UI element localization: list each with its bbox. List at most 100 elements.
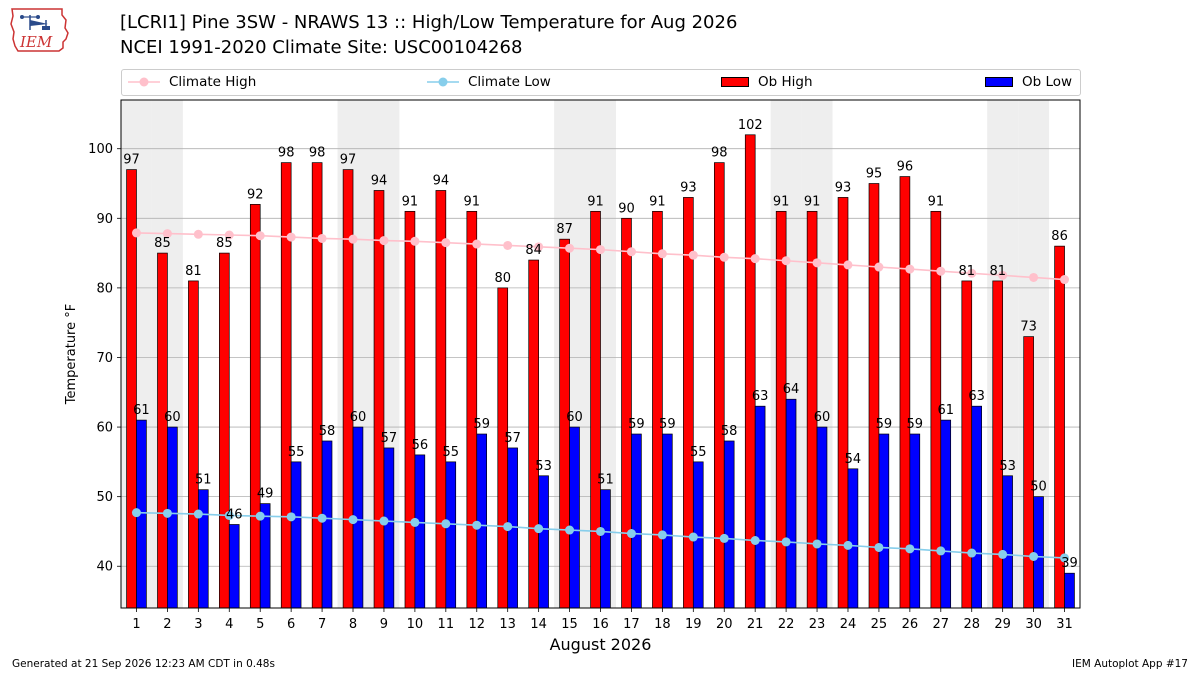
legend-label-ob-high: Ob High [758,74,813,90]
ob-high-bar [713,162,725,609]
ob-high-bar [466,210,478,609]
climate-high-point [874,262,884,272]
x-tick-label: 17 [623,617,640,632]
x-tick-label: 22 [778,617,795,632]
ob-high-bar [961,280,973,609]
shaded-day-band [585,100,616,608]
ob-low-bar [569,426,580,609]
x-tick-label: 10 [407,617,424,632]
x-tick-label: 28 [963,617,980,632]
logo-text: IEM [19,33,53,51]
ob-high-value-label: 81 [989,264,1006,279]
climate-low-point [348,515,358,525]
climate-low-point [843,540,853,550]
climate-high-point [255,231,265,241]
ob-low-bar [321,440,333,609]
ob-high-value-label: 85 [216,236,233,251]
ob-high-bar [775,210,787,609]
x-tick-label: 20 [716,617,733,632]
y-tick-label: 40 [96,560,113,575]
x-tick-label: 24 [840,617,857,632]
x-axis-label: August 2026 [550,635,652,654]
legend-label-ob-low: Ob Low [1022,74,1073,90]
climate-low-line-icon [427,77,459,87]
climate-low-point [131,508,141,518]
climate-low-point [1060,553,1070,563]
ob-low-bar [847,468,859,609]
legend-label-climate-low: Climate Low [468,74,551,90]
iem-logo: IEM [10,8,69,52]
shaded-day-band [1018,100,1050,608]
ob-high-value-label: 91 [402,194,419,209]
climate-low-point [410,517,420,527]
ob-low-value-label: 46 [226,507,243,522]
shaded-day-band [801,100,833,608]
ob-low-value-label: 53 [999,459,1016,474]
ob-low-bar [909,433,921,609]
shaded-day-band [554,100,586,608]
climate-high-point [596,245,605,255]
climate-high-point [843,260,853,270]
ob-high-value-label: 98 [309,146,326,161]
climate-low-point [596,526,605,536]
ob-high-bar [311,162,323,609]
climate-high-point [472,239,482,249]
ob-low-bar [971,405,982,609]
y-tick-label: 90 [96,212,113,227]
ob-high-bar [188,280,199,609]
ob-low-bar [476,433,488,609]
ob-high-bar [280,162,292,609]
ob-high-bar [652,210,663,609]
x-tick-label: 31 [1056,617,1073,632]
climate-low-point [441,519,451,529]
ob-low-value-label: 51 [195,473,212,488]
ob-low-bar [167,426,178,609]
ob-low-bar [1064,572,1075,609]
climate-low-point [905,544,915,554]
climate-high-point [348,234,358,244]
climate-high-point [1029,272,1039,282]
ob-high-bar [930,210,942,609]
x-tick-label: 13 [499,617,516,632]
ob-low-value-label: 55 [442,445,459,460]
ob-high-value-label: 73 [1020,320,1037,335]
ob-high-value-label: 97 [340,153,357,168]
x-tick-label: 15 [561,617,578,632]
shaded-day-band [987,100,1019,608]
climate-low-point [657,530,667,540]
climate-low-point [998,549,1008,559]
climate-low-point [936,546,946,556]
ob-low-bar [600,489,611,609]
chart-subtitle: NCEI 1991-2020 Climate Site: USC00104268 [120,37,523,58]
plot-frame [120,99,1081,609]
ob-high-bar [219,252,230,609]
ob-high-bar [806,210,818,609]
y-tick-label: 80 [96,281,113,296]
climate-low-point [224,510,234,520]
climate-high-point [967,268,977,278]
x-tick-label: 4 [225,617,233,632]
ob-low-value-label: 59 [473,417,490,432]
x-tick-label: 5 [256,617,264,632]
climate-high-point [131,228,141,238]
ob-high-bar [435,190,447,609]
climate-low-point [162,508,172,518]
ob-high-value-label: 85 [154,236,171,251]
climate-low-point [812,539,822,549]
climate-high-line [136,232,1065,281]
ob-low-bar [692,461,704,609]
ob-low-bar [414,454,426,609]
ob-high-bar [590,210,601,609]
ob-high-bar [157,252,168,609]
ob-low-bar [383,447,395,609]
climate-low-point [626,529,636,539]
ob-low-value-label: 55 [288,445,305,460]
shaded-day-band [770,100,802,608]
ob-low-bar [754,405,766,609]
climate-high-point [781,256,791,266]
climate-high-point [224,230,234,240]
climate-low-point [719,533,729,543]
ob-high-bar [559,238,570,609]
climate-low-point [255,511,265,521]
